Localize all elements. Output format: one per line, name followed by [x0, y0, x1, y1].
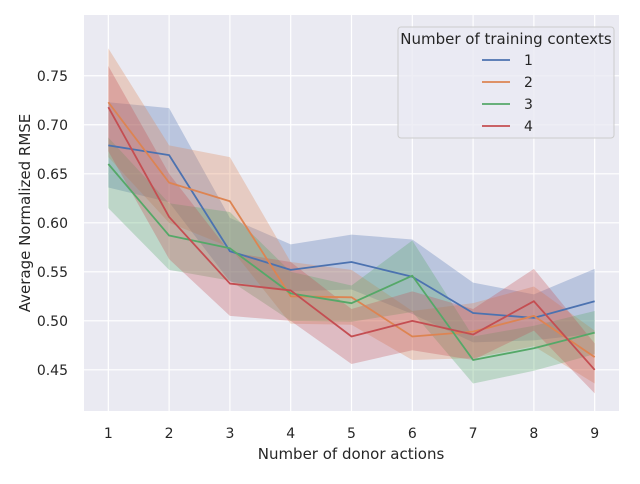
- x-tick-label: 8: [529, 426, 538, 442]
- x-tick-label: 9: [590, 426, 599, 442]
- legend: Number of training contexts 1 2 3 4: [397, 26, 615, 139]
- series-lines: [107, 101, 596, 371]
- y-axis-label: Average Normalized RMSE: [16, 114, 34, 313]
- y-tick-label: 0.55: [37, 265, 68, 281]
- legend-items: 1 2 3 4: [482, 53, 533, 135]
- y-tick-label: 0.60: [37, 216, 68, 232]
- confidence-band-series-3: [108, 137, 595, 384]
- legend-label-2: 2: [524, 75, 533, 91]
- x-tick-label: 7: [469, 426, 478, 442]
- x-tick-label: 6: [408, 426, 417, 442]
- x-tick-label: 2: [165, 426, 174, 442]
- y-tick-label: 0.75: [37, 69, 68, 85]
- series-line-2: [107, 101, 596, 358]
- y-tick-label: 0.45: [37, 363, 68, 379]
- y-tick-label: 0.50: [37, 314, 68, 330]
- y-tick-label: 0.70: [37, 118, 68, 134]
- y-tick-label: 0.65: [37, 167, 68, 183]
- confidence-bands: [108, 48, 595, 394]
- legend-title: Number of training contexts: [400, 30, 612, 48]
- legend-label-1: 1: [524, 53, 533, 69]
- series-line-4: [107, 106, 596, 371]
- legend-label-4: 4: [524, 119, 533, 135]
- confidence-band-series-1: [108, 102, 595, 343]
- series-line-1: [108, 144, 595, 319]
- x-tick-label: 1: [104, 426, 113, 442]
- x-tick-label: 4: [286, 426, 295, 442]
- legend-label-3: 3: [524, 97, 533, 113]
- confidence-band-series-2: [108, 48, 595, 384]
- x-tick-label: 3: [225, 426, 234, 442]
- confidence-band-series-4: [108, 65, 595, 394]
- tick-labels: 1 2 3 4 5 6 7 8 9 0.45 0.50 0.55 0.60 0.65 0.70 0.75: [37, 69, 599, 442]
- x-axis-label: Number of donor actions: [258, 445, 445, 463]
- x-tick-label: 5: [347, 426, 356, 442]
